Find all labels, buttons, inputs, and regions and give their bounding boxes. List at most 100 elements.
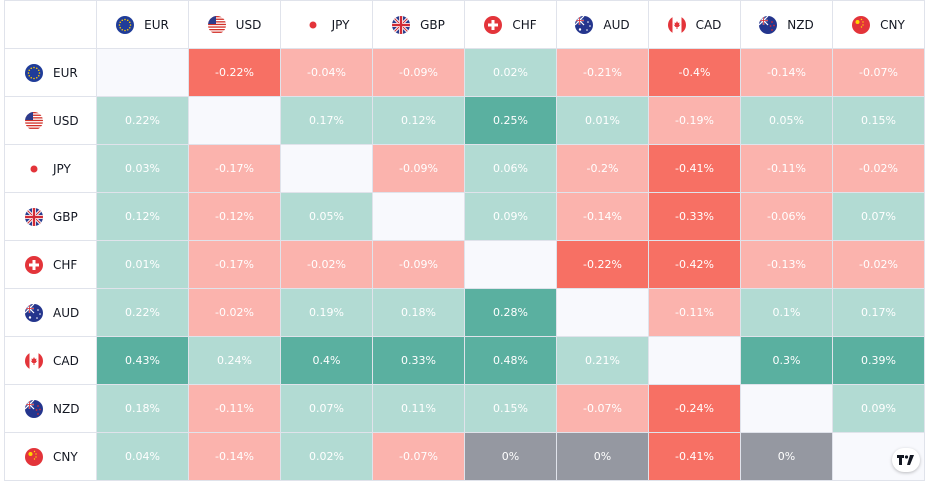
column-header-eur: EUR (96, 0, 189, 49)
cn-flag-icon (25, 447, 43, 466)
diagonal-cell (648, 336, 741, 385)
column-header-label: CHF (512, 17, 537, 32)
heatmap-body: EUR -0.22% -0.04% -0.09% 0.02% -0.21% -0.4% -0.… (4, 48, 925, 481)
rate-change-cell: -0.12% (188, 192, 281, 241)
rate-change-cell: 0.22% (96, 288, 189, 337)
table-row: JPY 0.03% -0.17% -0.09% 0.06% -0.2% -0.41% -0.1… (4, 144, 925, 193)
rate-change-cell: 0.18% (96, 384, 189, 433)
rate-change-cell: -0.33% (648, 192, 741, 241)
rate-change-cell: -0.24% (648, 384, 741, 433)
column-header-chf: CHF (464, 0, 557, 49)
column-header-label: JPY (331, 17, 350, 32)
rate-change-cell: -0.11% (740, 144, 833, 193)
diagonal-cell (556, 288, 649, 337)
diagonal-cell (740, 384, 833, 433)
rate-change-cell: -0.11% (648, 288, 741, 337)
table-row: NZD 0.18% -0.11% 0.07% 0.11% 0.15% -0.07% -0.24… (4, 384, 925, 433)
column-header-cny: CNY (832, 0, 925, 49)
table-row: USD 0.22% 0.17% 0.12% 0.25% 0.01% -0.19% 0.05% 0… (4, 96, 925, 145)
rate-change-cell: 0.11% (372, 384, 465, 433)
row-header-label: CAD (53, 353, 79, 368)
rate-change-cell: -0.13% (740, 240, 833, 289)
row-header-gbp: GBP (4, 192, 97, 241)
rate-change-cell: 0.22% (96, 96, 189, 145)
rate-change-cell: 0.48% (464, 336, 557, 385)
rate-change-cell: -0.07% (372, 432, 465, 481)
row-header-cad: CAD (4, 336, 97, 385)
rate-change-cell: 0.17% (832, 288, 925, 337)
row-header-aud: AUD (4, 288, 97, 337)
column-header-jpy: JPY (280, 0, 373, 49)
diagonal-cell (372, 192, 465, 241)
column-header-label: CAD (695, 17, 722, 32)
row-header-cny: CNY (4, 432, 97, 481)
rate-change-cell: 0.18% (372, 288, 465, 337)
rate-change-cell: 0.12% (372, 96, 465, 145)
diagonal-cell (280, 144, 373, 193)
rate-change-cell: 0.15% (464, 384, 557, 433)
rate-change-cell: 0.39% (832, 336, 925, 385)
rate-change-cell: -0.02% (832, 240, 925, 289)
rate-change-cell: -0.21% (556, 48, 649, 97)
us-flag-icon (207, 15, 226, 34)
rate-change-cell: -0.4% (648, 48, 741, 97)
rate-change-cell: -0.17% (188, 144, 281, 193)
rate-change-cell: 0.03% (96, 144, 189, 193)
rate-change-cell: -0.14% (740, 48, 833, 97)
rate-change-cell: -0.02% (280, 240, 373, 289)
rate-change-cell: 0.28% (464, 288, 557, 337)
rate-change-cell: -0.07% (556, 384, 649, 433)
row-header-label: GBP (53, 209, 78, 224)
rate-change-cell: 0.25% (464, 96, 557, 145)
gb-flag-icon (25, 207, 43, 226)
rate-change-cell: -0.02% (832, 144, 925, 193)
row-header-label: CHF (53, 257, 78, 272)
nz-flag-icon (25, 399, 43, 418)
rate-change-cell: 0.04% (96, 432, 189, 481)
ch-flag-icon (25, 255, 43, 274)
ca-flag-icon (25, 351, 43, 370)
gb-flag-icon (392, 15, 411, 34)
tradingview-logo-button[interactable] (892, 448, 920, 472)
rate-change-cell: 0.05% (740, 96, 833, 145)
rate-change-cell: -0.22% (556, 240, 649, 289)
table-row: AUD 0.22% -0.02% 0.19% 0.18% 0.28% -0.11% 0.1% 0… (4, 288, 925, 337)
column-header-label: EUR (144, 17, 169, 32)
column-header-aud: AUD (556, 0, 649, 49)
rate-change-cell: -0.19% (648, 96, 741, 145)
rate-change-cell: -0.09% (372, 144, 465, 193)
diagonal-cell (188, 96, 281, 145)
rate-change-cell: 0.07% (280, 384, 373, 433)
rate-change-cell: 0.12% (96, 192, 189, 241)
row-header-nzd: NZD (4, 384, 97, 433)
rate-change-cell: -0.11% (188, 384, 281, 433)
rate-change-cell: 0.02% (464, 48, 557, 97)
table-row: CHF 0.01% -0.17% -0.02% -0.09% -0.22% -0.42% -0… (4, 240, 925, 289)
table-row: CNY 0.04% -0.14% 0.02% -0.07% 0% 0% -0.41% 0% (4, 432, 925, 481)
rate-change-cell: 0% (740, 432, 833, 481)
rate-change-cell: 0.3% (740, 336, 833, 385)
tradingview-logo-icon (897, 455, 914, 465)
rate-change-cell: -0.06% (740, 192, 833, 241)
au-flag-icon (25, 303, 43, 322)
row-header-label: EUR (53, 65, 78, 80)
rate-change-cell: 0.05% (280, 192, 373, 241)
row-header-usd: USD (4, 96, 97, 145)
rate-change-cell: 0.02% (280, 432, 373, 481)
row-header-label: JPY (53, 161, 71, 176)
rate-change-cell: 0.06% (464, 144, 557, 193)
jp-flag-icon (25, 159, 43, 178)
rate-change-cell: -0.14% (188, 432, 281, 481)
cn-flag-icon (852, 15, 871, 34)
rate-change-cell: -0.07% (832, 48, 925, 97)
eu-flag-icon (25, 63, 43, 82)
column-header-label: USD (235, 17, 262, 32)
au-flag-icon (575, 15, 594, 34)
table-row: GBP 0.12% -0.12% 0.05% 0.09% -0.14% -0.33% -0.0… (4, 192, 925, 241)
column-header-row: EUR USD JPY GBP CHF AUD CAD NZD CNY (4, 0, 925, 49)
rate-change-cell: 0.09% (464, 192, 557, 241)
diagonal-cell (464, 240, 557, 289)
rate-change-cell: 0.19% (280, 288, 373, 337)
column-header-usd: USD (188, 0, 281, 49)
